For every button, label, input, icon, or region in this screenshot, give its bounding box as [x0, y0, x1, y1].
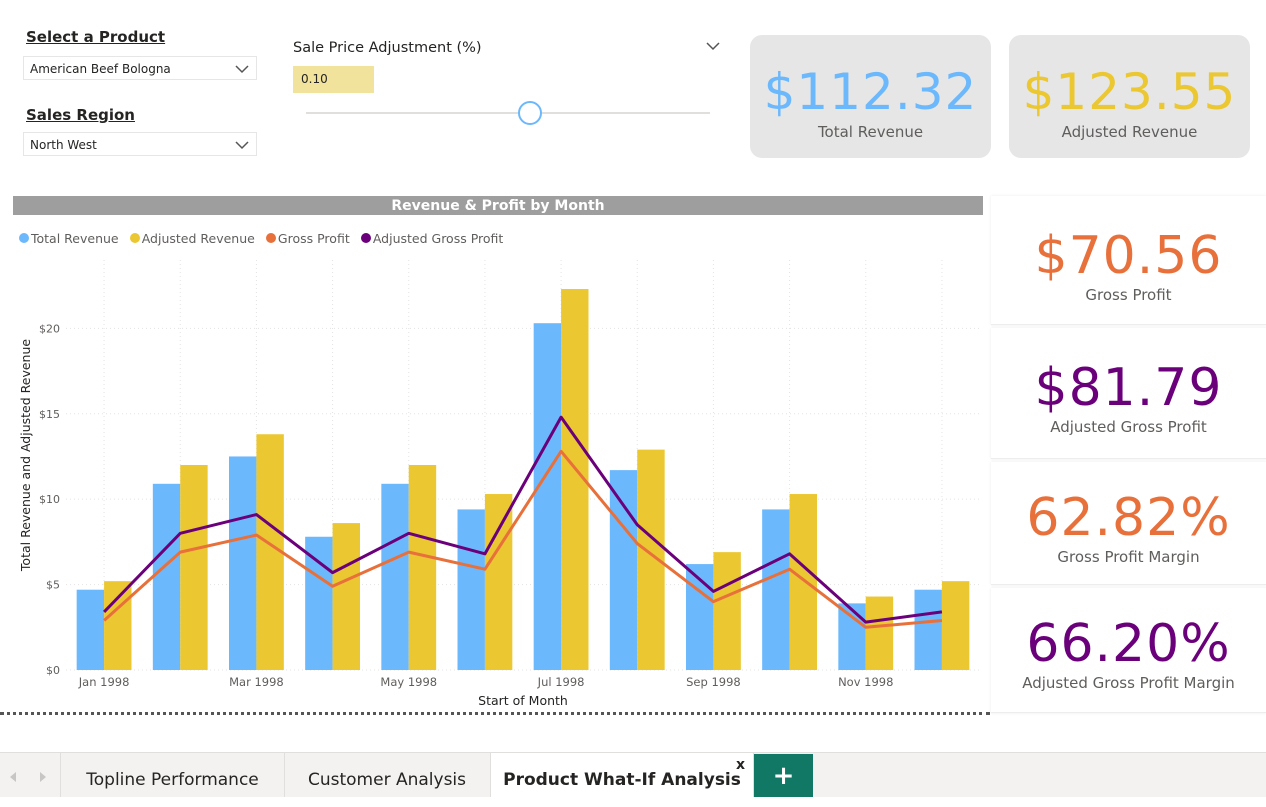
bar-adjusted-revenue	[484, 494, 513, 670]
bar-total-revenue	[228, 456, 257, 670]
y-tick-label: $20	[39, 322, 60, 335]
tab-label: Product What-If Analysis	[503, 770, 741, 790]
tab-label: Topline Performance	[86, 770, 259, 790]
gross-profit-margin-card: 62.82% Gross Profit Margin	[991, 462, 1266, 585]
total-revenue-label: Total Revenue	[817, 123, 924, 141]
bar-total-revenue	[76, 589, 105, 670]
close-tab-icon[interactable]: x	[736, 757, 746, 773]
x-tick-label: Sep 1998	[686, 675, 741, 689]
y-tick-label: $5	[46, 579, 60, 592]
line-gross-profit	[103, 449, 943, 629]
bar-total-revenue	[305, 536, 333, 670]
scroll-right-icon[interactable]	[38, 771, 48, 783]
adjusted-revenue-value: $123.55	[1022, 63, 1237, 121]
bar-adjusted-revenue	[713, 552, 741, 670]
product-slicer-title: Select a Product	[26, 28, 166, 46]
y-tick-label: $15	[39, 408, 60, 421]
visual-divider	[0, 712, 990, 715]
bar-total-revenue	[609, 470, 638, 670]
adjusted-revenue-label: Adjusted Revenue	[1061, 123, 1198, 141]
gross-profit-card: $70.56 Gross Profit	[991, 196, 1266, 325]
adjusted-gross-profit-label: Adjusted Gross Profit	[1050, 418, 1207, 436]
bar-total-revenue	[381, 483, 409, 670]
bar-total-revenue	[685, 564, 714, 670]
bar-adjusted-revenue	[941, 581, 970, 670]
product-dropdown[interactable]: American Beef Bologna	[23, 56, 257, 80]
adjusted-gross-profit-margin-value: 66.20%	[1026, 614, 1231, 674]
slicer-collapse-chevron-icon[interactable]	[704, 38, 722, 54]
adjusted-gross-profit-margin-label: Adjusted Gross Profit Margin	[1022, 674, 1235, 692]
chart-legend: Total Revenue Adjusted Revenue Gross Pro…	[19, 228, 509, 247]
gross-profit-label: Gross Profit	[1085, 286, 1172, 304]
slider-track[interactable]	[306, 112, 710, 114]
legend-adjusted-gross-profit[interactable]: Adjusted Gross Profit	[360, 231, 503, 246]
tab-customer-analysis[interactable]: Customer Analysis	[284, 753, 491, 797]
x-tick-label: May 1998	[380, 675, 437, 689]
bar-total-revenue	[152, 483, 181, 670]
bar-adjusted-revenue	[332, 523, 361, 670]
chart-title: Revenue & Profit by Month	[391, 198, 605, 214]
x-tick-label: Jul 1998	[537, 675, 585, 689]
bar-adjusted-revenue	[408, 465, 437, 670]
legend-total-revenue[interactable]: Total Revenue	[19, 231, 119, 246]
x-tick-label: Jan 1998	[78, 675, 130, 689]
region-slicer-title: Sales Region	[26, 106, 135, 124]
tab-label: Customer Analysis	[307, 770, 467, 790]
tab-product-what-if-analysis[interactable]: Product What-If Analysis	[491, 753, 754, 797]
adjusted-gross-profit-card: $81.79 Adjusted Gross Profit	[991, 328, 1266, 459]
line-adjusted-gross-profit	[103, 415, 943, 624]
adjustment-slicer-title: Sale Price Adjustment (%)	[293, 40, 482, 56]
product-dropdown-value: American Beef Bologna	[30, 62, 171, 76]
gross-profit-margin-value: 62.82%	[1026, 488, 1231, 548]
revenue-profit-chart: $0 $5 $10 $15 $20 Jan 1998 Mar 1998 May 1998 Jul…	[18, 260, 980, 708]
region-dropdown[interactable]: North West	[23, 132, 257, 156]
chevron-down-icon	[235, 141, 249, 150]
scroll-left-icon[interactable]	[8, 771, 18, 783]
legend-gross-profit[interactable]: Gross Profit	[265, 231, 350, 246]
adjustment-value-box[interactable]: 0.10	[293, 66, 374, 93]
total-revenue-card: $112.32 Total Revenue	[750, 35, 991, 158]
bar-total-revenue	[533, 323, 562, 670]
y-axis-title: Total Revenue and Adjusted Revenue	[18, 339, 33, 572]
add-page-button[interactable]: +	[754, 754, 813, 797]
x-tick-label: Nov 1998	[838, 675, 893, 689]
plus-icon: +	[772, 761, 795, 791]
tab-topline-performance[interactable]: Topline Performance	[60, 753, 285, 797]
x-axis-title: Start of Month	[478, 693, 568, 708]
bar-adjusted-revenue	[865, 596, 894, 670]
x-tick-label: Mar 1998	[229, 675, 284, 689]
gross-profit-margin-label: Gross Profit Margin	[1057, 548, 1200, 566]
bar-total-revenue	[457, 509, 485, 670]
total-revenue-value: $112.32	[763, 63, 978, 121]
bar-adjusted-revenue	[180, 465, 208, 670]
adjusted-gross-profit-value: $81.79	[1034, 358, 1223, 418]
legend-adjusted-revenue[interactable]: Adjusted Revenue	[129, 231, 255, 246]
y-tick-label: $0	[46, 664, 60, 677]
page-tab-bar: Topline Performance Customer Analysis Pr…	[0, 752, 1266, 797]
adjustment-value: 0.10	[301, 72, 328, 86]
y-tick-label: $10	[39, 493, 60, 506]
bar-adjusted-revenue	[104, 581, 132, 670]
region-dropdown-value: North West	[30, 138, 97, 152]
bar-total-revenue	[838, 603, 866, 670]
bar-total-revenue	[914, 589, 942, 670]
chevron-down-icon	[235, 65, 249, 74]
bar-total-revenue	[762, 509, 790, 670]
gross-profit-value: $70.56	[1034, 226, 1223, 286]
adjusted-revenue-card: $123.55 Adjusted Revenue	[1009, 35, 1250, 158]
chart-title-bar: Revenue & Profit by Month	[13, 196, 983, 215]
slider-handle[interactable]	[518, 101, 542, 125]
bar-adjusted-revenue	[789, 494, 818, 670]
adjusted-gross-profit-margin-card: 66.20% Adjusted Gross Profit Margin	[991, 588, 1266, 713]
